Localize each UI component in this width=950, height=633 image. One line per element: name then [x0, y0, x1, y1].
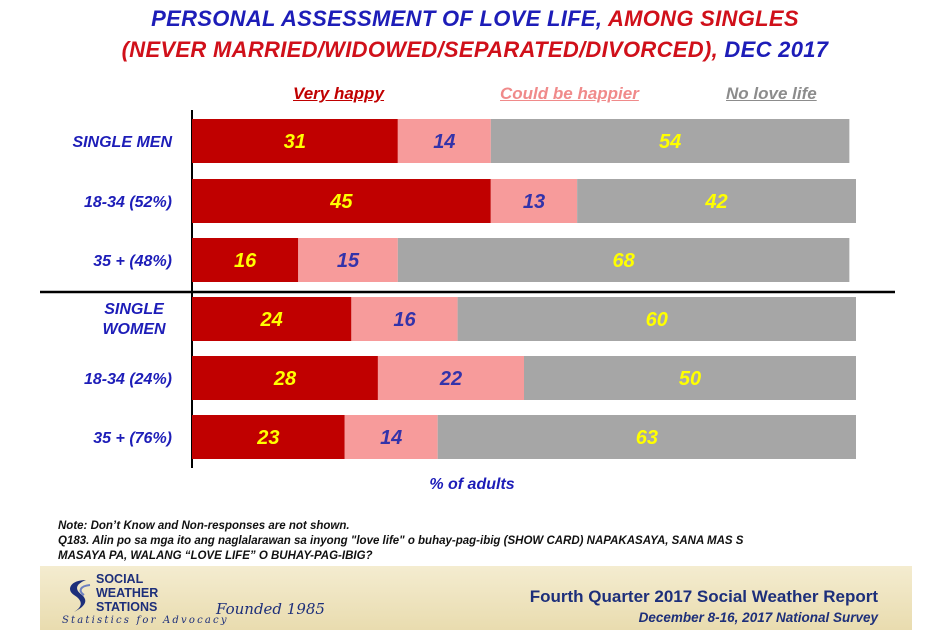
bar-segment	[457, 297, 856, 341]
bar-segment	[437, 415, 856, 459]
bar-segment	[192, 119, 398, 163]
title-line2-red: (NEVER MARRIED/WIDOWED/SEPARATED/DIVORCE…	[121, 37, 718, 62]
data-label: 24	[260, 309, 283, 331]
title-line1-red: AMONG SINGLES	[607, 6, 799, 31]
bar-segment	[192, 415, 345, 459]
data-label: 14	[433, 131, 455, 153]
data-label: 22	[439, 368, 462, 390]
legend-very-happy: Very happy	[293, 84, 385, 103]
legend-no-love-life: No love life	[726, 84, 817, 103]
data-label: 63	[636, 427, 658, 449]
bar-segment	[192, 356, 378, 400]
data-label: 16	[393, 309, 416, 331]
bar-segment	[490, 119, 850, 163]
category-label: 35 + (76%)	[93, 430, 172, 447]
bar-segment	[192, 179, 491, 223]
bar-segment	[524, 356, 856, 400]
tagline: Statistics for Advocacy	[62, 615, 229, 626]
bar-segment	[351, 297, 458, 341]
data-label: 68	[612, 250, 635, 272]
category-label: 18-34 (24%)	[84, 371, 172, 388]
data-label: 60	[646, 309, 668, 331]
data-label: 14	[380, 427, 402, 449]
data-label: 13	[523, 191, 545, 213]
bar-segment	[577, 179, 856, 223]
logo-social: SOCIAL	[96, 572, 144, 586]
category-label: 35 + (48%)	[93, 253, 172, 270]
report-title: Fourth Quarter 2017 Social Weather Repor…	[529, 587, 878, 606]
note-nonresponse: Note: Don’t Know and Non-responses are n…	[58, 520, 350, 532]
chart-title-line2: (NEVER MARRIED/WIDOWED/SEPARATED/DIVORCE…	[0, 37, 950, 63]
data-label: 42	[704, 191, 727, 213]
footer-banner: SOCIAL WEATHER STATIONS Founded 1985 Sta…	[40, 566, 912, 630]
note-question: Q183. Alin po sa mga ito ang naglalarawa…	[58, 535, 744, 547]
bar-segment	[377, 356, 524, 400]
bar-segment	[344, 415, 438, 459]
bar-segment	[192, 238, 299, 282]
data-label: 50	[679, 368, 701, 390]
title-line1-blue: PERSONAL ASSESSMENT OF LOVE LIFE,	[151, 6, 603, 31]
data-label: 54	[659, 131, 681, 153]
bar-segment	[397, 238, 850, 282]
category-label: SINGLE	[104, 301, 165, 318]
bar-segment	[397, 119, 491, 163]
report-subtitle: December 8-16, 2017 National Survey	[638, 610, 878, 625]
data-label: 45	[329, 191, 353, 213]
data-label: 15	[337, 250, 360, 272]
chart-title-line1: PERSONAL ASSESSMENT OF LOVE LIFE, AMONG …	[0, 6, 950, 32]
note-question-cont: MASAYA PA, WALANG “LOVE LIFE” O BUHAY-PA…	[58, 550, 373, 562]
logo-stations: STATIONS	[96, 600, 158, 614]
data-label: 31	[284, 131, 306, 153]
category-label: WOMEN	[102, 321, 166, 338]
bar-segment	[490, 179, 578, 223]
logo-weather: WEATHER	[96, 586, 159, 600]
legend-could-be-happier: Could be happier	[500, 84, 639, 103]
category-label: 18-34 (52%)	[84, 194, 172, 211]
bar-segment	[298, 238, 398, 282]
category-label: SINGLE MEN	[72, 134, 172, 151]
bar-segment	[192, 297, 352, 341]
title-line2-blue: DEC 2017	[724, 37, 829, 62]
x-axis-label: % of adults	[429, 476, 514, 493]
founded-1985: Founded 1985	[216, 600, 325, 618]
data-label: 28	[273, 368, 297, 390]
data-label: 23	[256, 427, 279, 449]
data-label: 16	[234, 250, 257, 272]
stacked-bar-chart: SINGLE MEN 31 14 54 18-34 (52%) 45 13 42 35 + (4…	[40, 110, 895, 493]
sws-logo-icon	[70, 580, 91, 612]
